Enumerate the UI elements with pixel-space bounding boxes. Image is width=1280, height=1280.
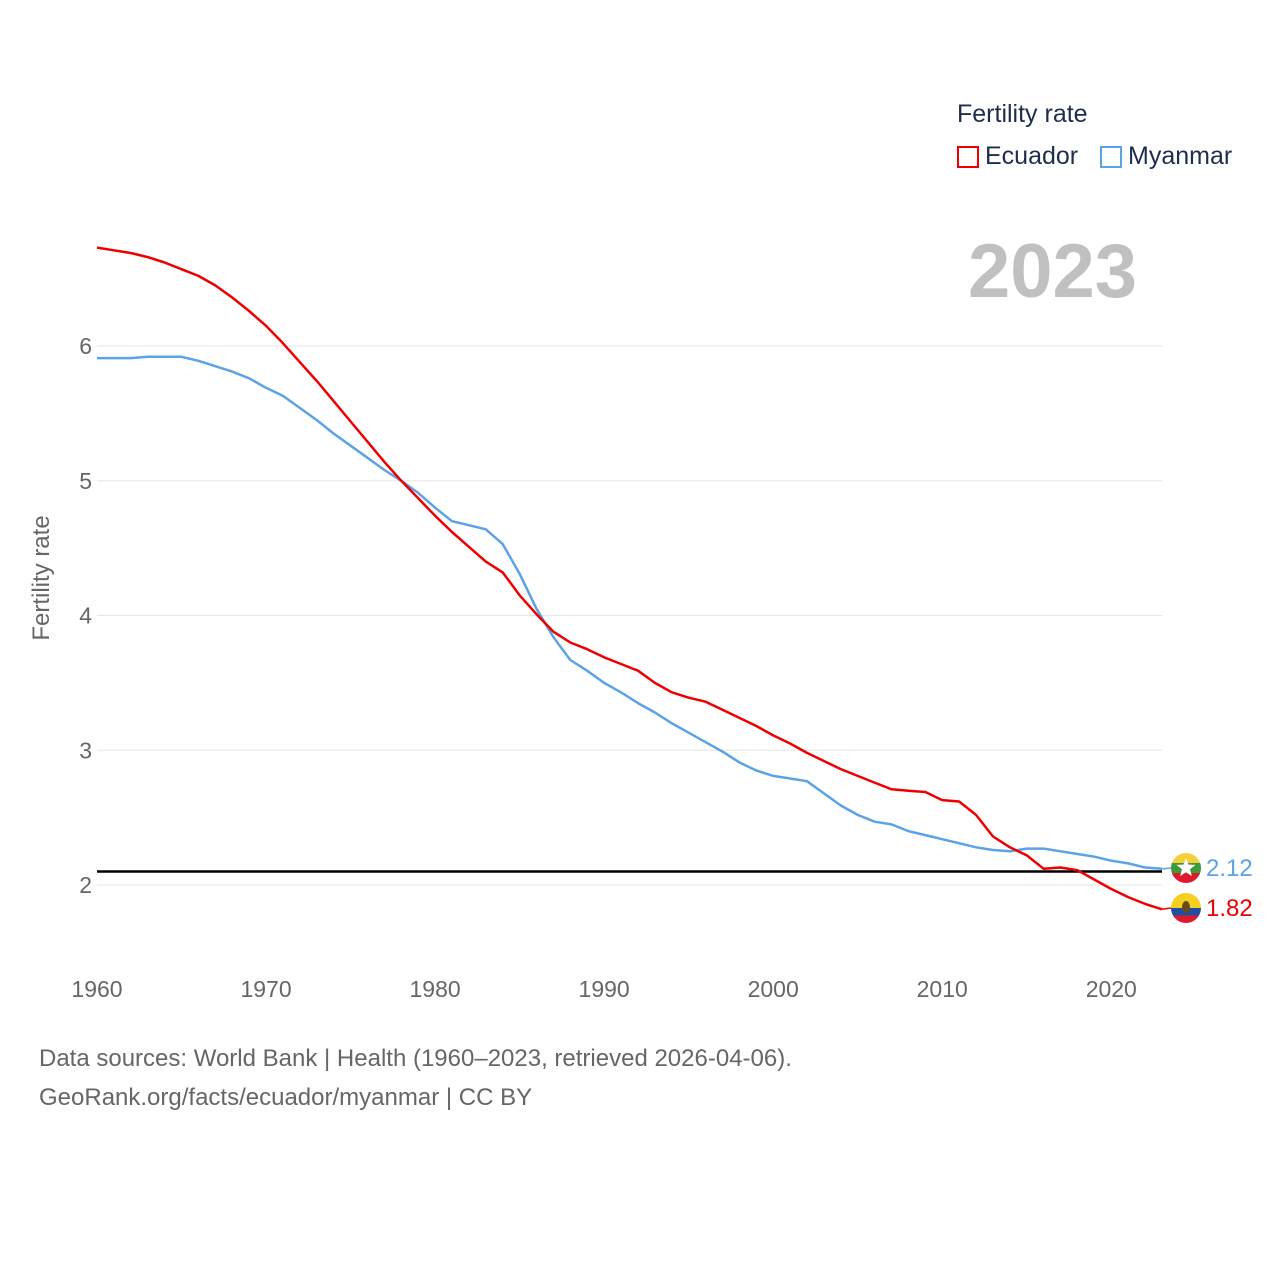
- legend-swatch-myanmar: [1100, 145, 1122, 168]
- x-axis-ticks: 1960 1970 1980 1990 2000 2010 2020: [71, 976, 1136, 1002]
- x-tick-label-2010: 2010: [917, 976, 968, 1002]
- y-axis-ticks: 2 3 4 5 6: [79, 333, 92, 898]
- legend-title: Fertility rate: [957, 100, 1088, 128]
- source-line-2: GeoRank.org/facts/ecuador/myanmar | CC B…: [39, 1084, 533, 1111]
- x-tick-label-1980: 1980: [410, 976, 461, 1002]
- ecuador-end-connector: [1161, 907, 1172, 910]
- y-tick-label-3: 3: [79, 737, 92, 763]
- gridlines: [97, 345, 1162, 886]
- ecuador-flag-icon: [1171, 893, 1201, 923]
- source-line-1: Data sources: World Bank | Health (1960–…: [39, 1045, 792, 1072]
- year-label: 2023: [968, 229, 1138, 314]
- series-line-myanmar: [97, 355, 1163, 871]
- myanmar-end-connector: [1161, 867, 1172, 870]
- end-markers: 1.82 2.12: [1161, 853, 1253, 923]
- y-tick-label-4: 4: [79, 603, 92, 629]
- myanmar-end-value: 2.12: [1206, 855, 1253, 882]
- legend-item-ecuador[interactable]: Ecuador: [957, 142, 1078, 171]
- x-tick-label-2020: 2020: [1086, 976, 1137, 1002]
- x-tick-label-1990: 1990: [579, 976, 630, 1002]
- legend-swatch-ecuador: [957, 145, 979, 168]
- legend-label-myanmar: Myanmar: [1128, 142, 1233, 170]
- series-line-ecuador: [96, 246, 1163, 911]
- series-lines: [96, 246, 1163, 911]
- y-tick-label-2: 2: [79, 872, 92, 898]
- legend-item-myanmar[interactable]: Myanmar: [1100, 142, 1232, 171]
- ecuador-end-value: 1.82: [1206, 895, 1253, 922]
- y-tick-label-5: 5: [79, 468, 92, 494]
- y-tick-label-6: 6: [79, 333, 92, 359]
- myanmar-flag-icon: [1171, 853, 1201, 883]
- y-axis-label: Fertility rate: [28, 515, 55, 641]
- x-tick-label-2000: 2000: [748, 976, 799, 1002]
- x-tick-label-1960: 1960: [71, 976, 122, 1002]
- legend-label-ecuador: Ecuador: [985, 142, 1079, 170]
- x-tick-label-1970: 1970: [240, 976, 291, 1002]
